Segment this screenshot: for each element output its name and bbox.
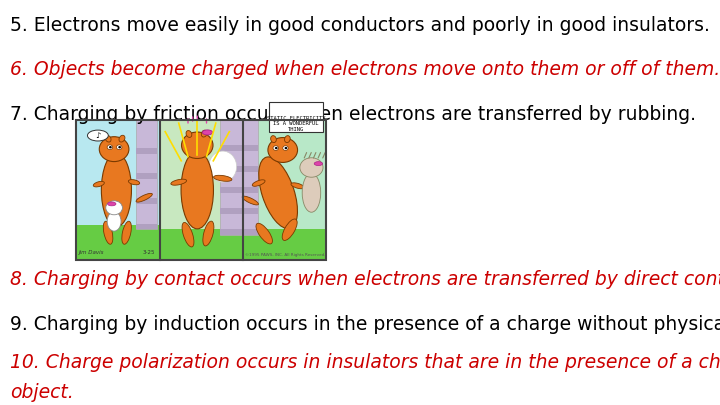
Bar [269, 102, 323, 132]
Bar [136, 224, 157, 229]
Bar [76, 197, 160, 260]
Bar [76, 225, 160, 260]
Ellipse shape [203, 221, 214, 246]
Ellipse shape [258, 157, 297, 229]
Circle shape [283, 146, 288, 150]
Ellipse shape [128, 179, 140, 185]
Ellipse shape [103, 221, 113, 244]
Ellipse shape [182, 222, 194, 247]
Text: Jim Davis: Jim Davis [78, 250, 104, 255]
Bar [243, 208, 258, 214]
Text: ©1995 PAWS, INC. All Rights Reserved.: ©1995 PAWS, INC. All Rights Reserved. [246, 253, 326, 257]
Ellipse shape [314, 162, 323, 166]
Text: 9. Charging by induction occurs in the presence of a charge without physical con: 9. Charging by induction occurs in the p… [10, 315, 720, 334]
Bar [220, 145, 243, 151]
Ellipse shape [242, 196, 258, 205]
Ellipse shape [271, 136, 276, 143]
Ellipse shape [284, 136, 290, 143]
Bar [243, 145, 258, 151]
Circle shape [181, 132, 213, 158]
Ellipse shape [105, 135, 111, 142]
Circle shape [117, 145, 122, 149]
Circle shape [107, 145, 113, 149]
Ellipse shape [252, 180, 265, 186]
Text: 7. Charging by friction occurs when electrons are transferred by rubbing.: 7. Charging by friction occurs when elec… [10, 105, 696, 124]
Circle shape [300, 158, 323, 177]
Text: 8. Charging by contact occurs when electrons are transferred by direct contact.: 8. Charging by contact occurs when elect… [10, 271, 720, 290]
Ellipse shape [171, 179, 186, 185]
Ellipse shape [136, 193, 153, 202]
Ellipse shape [107, 212, 121, 231]
Ellipse shape [209, 151, 237, 182]
Bar [243, 190, 326, 260]
Text: STATIC ELECTRICITY
IS A WONDERFUL
THING: STATIC ELECTRICITY IS A WONDERFUL THING [267, 116, 325, 132]
Ellipse shape [102, 153, 132, 227]
Bar [136, 173, 157, 179]
Bar [76, 120, 160, 260]
Bar [136, 120, 157, 229]
Ellipse shape [302, 173, 320, 212]
Ellipse shape [107, 202, 116, 206]
Bar [76, 120, 326, 260]
Ellipse shape [181, 151, 213, 229]
Bar [136, 148, 157, 153]
Text: 10. Charge polarization occurs in insulators that are in the presence of a charg: 10. Charge polarization occurs in insula… [10, 353, 720, 372]
Circle shape [109, 146, 112, 148]
Ellipse shape [282, 219, 297, 241]
Bar [220, 208, 243, 214]
Bar [243, 166, 258, 172]
Bar [220, 120, 243, 235]
Ellipse shape [122, 221, 131, 244]
Bar [160, 120, 243, 260]
Ellipse shape [202, 130, 207, 137]
Text: 5. Electrons move easily in good conductors and poorly in good insulators.: 5. Electrons move easily in good conduct… [10, 16, 710, 35]
Bar [160, 229, 243, 260]
Ellipse shape [256, 223, 272, 244]
Bar [220, 166, 243, 172]
Bar [220, 187, 243, 193]
Text: 3-25: 3-25 [143, 250, 155, 255]
Bar [160, 190, 243, 260]
Ellipse shape [202, 130, 212, 135]
Ellipse shape [291, 183, 304, 189]
Bar [243, 120, 326, 260]
Text: object.: object. [10, 383, 73, 402]
Ellipse shape [94, 181, 104, 187]
Bar [136, 198, 157, 204]
Ellipse shape [214, 175, 232, 181]
Bar [220, 229, 243, 235]
Circle shape [106, 201, 122, 215]
Bar [243, 120, 258, 235]
Ellipse shape [87, 130, 108, 141]
Circle shape [118, 146, 121, 148]
Bar [243, 229, 258, 235]
Text: 6. Objects become charged when electrons move onto them or off of them.: 6. Objects become charged when electrons… [10, 60, 720, 79]
Circle shape [273, 146, 279, 150]
Circle shape [284, 147, 287, 149]
Ellipse shape [119, 135, 125, 142]
Ellipse shape [186, 130, 192, 137]
Text: ♪: ♪ [95, 131, 101, 140]
Bar [243, 187, 258, 193]
Circle shape [275, 147, 278, 149]
Circle shape [99, 137, 129, 162]
Bar [243, 229, 326, 260]
Circle shape [268, 138, 297, 162]
